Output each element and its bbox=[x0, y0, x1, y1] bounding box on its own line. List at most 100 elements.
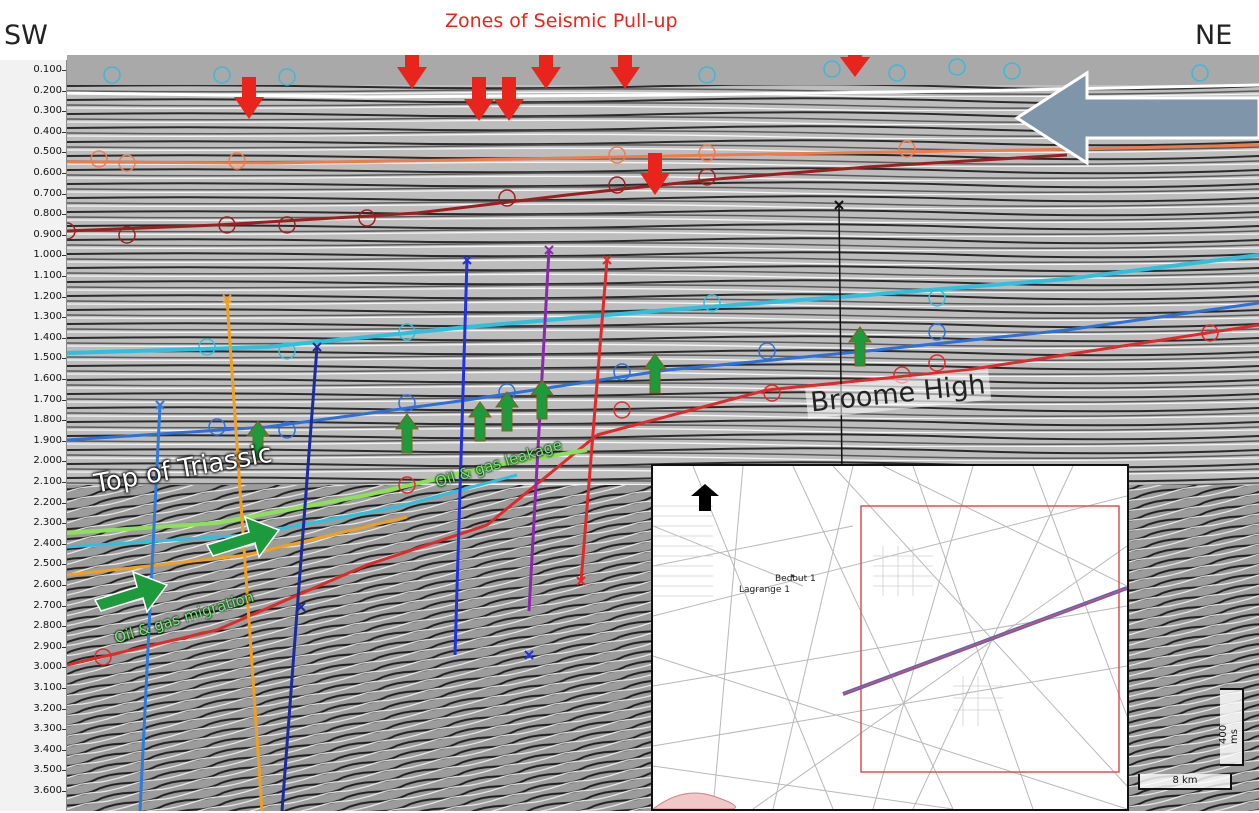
fault-purple bbox=[527, 249, 551, 612]
time-tick-label: 2.100 bbox=[33, 476, 62, 487]
time-tick-mark bbox=[62, 523, 66, 525]
time-tick-mark bbox=[62, 399, 66, 401]
time-tick-label: 0.800 bbox=[33, 208, 62, 220]
time-tick-mark bbox=[62, 667, 66, 669]
time-tick-mark bbox=[62, 111, 66, 113]
horizon-blue bbox=[67, 301, 1259, 442]
well-label-bedout: Bedout 1 bbox=[775, 574, 816, 584]
time-tick-label: 0.500 bbox=[33, 146, 62, 158]
time-tick-mark bbox=[62, 646, 66, 648]
water-column bbox=[67, 55, 1259, 85]
coastline bbox=[651, 792, 736, 810]
time-tick-mark bbox=[62, 420, 66, 422]
direction-label-sw: SW bbox=[4, 20, 48, 51]
time-tick-label: 0.700 bbox=[33, 187, 62, 199]
time-tick-label: 3.100 bbox=[33, 682, 62, 693]
time-tick-label: 3.600 bbox=[33, 785, 62, 796]
time-tick-label: 2.600 bbox=[33, 579, 62, 590]
time-tick-mark bbox=[62, 626, 66, 628]
time-tick-label: 2.200 bbox=[33, 496, 62, 508]
time-tick-mark bbox=[62, 688, 66, 689]
fault-yellow bbox=[225, 298, 264, 811]
time-tick-mark bbox=[62, 276, 66, 277]
time-tick-mark bbox=[62, 585, 66, 586]
horizon-red-lower bbox=[67, 433, 598, 667]
time-tick-mark bbox=[62, 234, 66, 236]
time-tick-label: 2.300 bbox=[33, 517, 62, 529]
time-tick-label: 0.600 bbox=[33, 167, 62, 178]
time-tick-label: 2.800 bbox=[33, 620, 62, 632]
time-tick-label: 2.700 bbox=[33, 599, 62, 611]
time-tick-mark bbox=[62, 605, 66, 607]
horizon-cyan bbox=[67, 253, 1259, 355]
time-tick-mark bbox=[62, 708, 66, 710]
fault-navy bbox=[280, 346, 319, 811]
figure-title: Zones of Seismic Pull-up bbox=[445, 10, 678, 32]
well-label-lagrange: Lagrange 1 bbox=[739, 585, 790, 595]
scale-bar-horizontal: 8 km bbox=[1138, 774, 1232, 790]
time-tick-mark bbox=[62, 791, 66, 792]
survey-lines bbox=[652, 465, 1128, 810]
time-tick-mark bbox=[62, 173, 66, 174]
time-tick-label: 3.000 bbox=[33, 661, 62, 673]
time-tick-mark bbox=[62, 502, 66, 504]
fault-tip-markers bbox=[155, 200, 844, 660]
time-tick-mark bbox=[62, 379, 66, 380]
time-tick-label: 1.100 bbox=[33, 270, 62, 281]
scale-horizontal-label: 8 km bbox=[1172, 775, 1198, 786]
time-tick-label: 2.000 bbox=[33, 455, 62, 467]
time-tick-label: 0.200 bbox=[33, 84, 62, 96]
time-tick-label: 1.700 bbox=[33, 393, 62, 405]
time-tick-mark bbox=[62, 296, 66, 298]
grid-lines bbox=[653, 505, 1003, 726]
time-tick-mark bbox=[62, 317, 66, 319]
time-tick-label: 1.300 bbox=[33, 311, 62, 323]
time-tick-label: 1.200 bbox=[33, 290, 62, 302]
time-tick-mark bbox=[62, 482, 66, 483]
well-marker bbox=[791, 574, 795, 578]
time-tick-mark bbox=[62, 337, 66, 339]
location-map bbox=[651, 465, 1128, 810]
time-tick-label: 0.900 bbox=[33, 228, 62, 240]
location-map-inset: Bedout 1 Lagrange 1 bbox=[651, 464, 1129, 811]
horizon-red bbox=[596, 323, 1259, 437]
direction-label-ne: NE bbox=[1195, 20, 1233, 51]
survey-boundary bbox=[860, 505, 1120, 773]
time-tick-mark bbox=[62, 70, 66, 71]
well-broome-high bbox=[838, 204, 843, 476]
time-axis: 0.100 0.200 0.300 0.400 0.500 0.600 0.700 0.800… bbox=[0, 60, 67, 811]
time-tick-label: 3.400 bbox=[33, 743, 62, 755]
time-tick-mark bbox=[62, 90, 66, 92]
time-tick-mark bbox=[62, 440, 66, 442]
time-tick-label: 3.300 bbox=[33, 723, 62, 735]
time-tick-label: 2.400 bbox=[33, 537, 62, 549]
time-tick-mark bbox=[62, 214, 66, 216]
time-tick-mark bbox=[62, 358, 66, 360]
time-tick-mark bbox=[62, 749, 66, 751]
fault-red bbox=[579, 259, 609, 583]
scale-bar-vertical: 400 ms bbox=[1218, 688, 1244, 766]
time-tick-label: 1.900 bbox=[33, 434, 62, 446]
time-tick-mark bbox=[62, 770, 66, 772]
time-tick-mark bbox=[62, 255, 66, 257]
time-tick-mark bbox=[62, 543, 66, 545]
time-tick-mark bbox=[62, 729, 66, 731]
leakage-arrows bbox=[246, 326, 872, 461]
time-tick-mark bbox=[62, 564, 66, 566]
horizon-pick-markers bbox=[67, 58, 1219, 666]
time-tick-label: 3.500 bbox=[33, 764, 62, 776]
time-tick-label: 1.600 bbox=[33, 373, 62, 384]
horizon-cyan-lower bbox=[67, 473, 518, 549]
time-tick-label: 1.800 bbox=[33, 414, 62, 426]
time-tick-label: 2.500 bbox=[33, 558, 62, 570]
time-tick-label: 2.900 bbox=[33, 640, 62, 652]
time-tick-label: 0.300 bbox=[33, 105, 62, 117]
time-tick-label: 0.100 bbox=[33, 64, 62, 75]
horizon-darkred bbox=[67, 153, 1068, 233]
time-tick-label: 0.400 bbox=[33, 125, 62, 137]
scale-vertical-label: 400 ms bbox=[1218, 724, 1240, 744]
time-tick-mark bbox=[62, 193, 66, 195]
time-tick-label: 1.400 bbox=[33, 331, 62, 343]
large-direction-arrow bbox=[1014, 70, 1259, 166]
